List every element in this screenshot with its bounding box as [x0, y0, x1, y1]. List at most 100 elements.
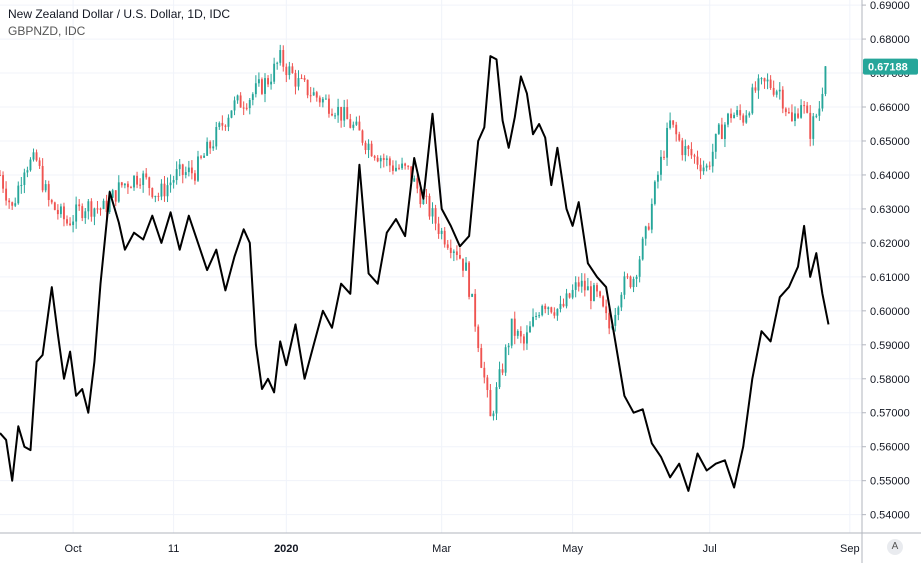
candle-body: [242, 107, 245, 109]
candle-body: [5, 188, 8, 201]
candle-body: [169, 182, 172, 186]
main-symbol-title[interactable]: New Zealand Dollar / U.S. Dollar, 1D, ID…: [8, 7, 231, 21]
candle-body: [708, 165, 711, 167]
last-price-label: 0.67188: [868, 62, 908, 74]
candle-body: [23, 172, 26, 185]
candle-body: [102, 200, 105, 209]
candle-body: [623, 276, 626, 295]
candle-body: [809, 112, 812, 139]
candle-body: [593, 285, 595, 301]
candle-body: [373, 156, 376, 158]
candle-body: [133, 175, 135, 188]
candle-body: [666, 127, 669, 158]
candle-body: [239, 95, 242, 108]
candle-body: [358, 121, 361, 131]
y-tick-label: 0.62000: [870, 238, 910, 250]
candle-body: [583, 280, 586, 291]
candle-body: [702, 167, 705, 172]
candle-body: [605, 306, 608, 314]
candle-body: [93, 208, 96, 217]
candle-body: [806, 105, 809, 113]
x-tick-label: Oct: [65, 543, 82, 555]
candle-body: [200, 156, 202, 158]
candle-body: [29, 159, 32, 171]
candle-body: [230, 110, 233, 118]
y-tick-label: 0.58000: [870, 374, 910, 386]
candle-body: [684, 146, 687, 156]
candle-body: [105, 200, 108, 212]
candle-body: [556, 308, 559, 316]
last-price-tag: 0.67188: [863, 58, 918, 75]
candle-body: [617, 307, 620, 315]
candle-body: [382, 158, 385, 160]
candle-body: [59, 206, 62, 215]
candle-body: [206, 141, 209, 156]
candle-body: [90, 201, 93, 217]
candle-body: [346, 107, 349, 120]
candle-body: [577, 282, 580, 287]
candle-body: [318, 97, 321, 103]
candle-body: [513, 318, 516, 336]
last-price-box: [863, 58, 918, 75]
x-tick-label: Jul: [703, 543, 717, 555]
candle-body: [742, 115, 745, 123]
candle-body: [635, 276, 638, 279]
candle-body: [410, 166, 413, 182]
candle-body: [160, 183, 163, 197]
candle-body: [760, 78, 763, 80]
candle-body: [638, 259, 641, 277]
candle-body: [425, 195, 428, 197]
candle-body: [769, 79, 772, 88]
candle-body: [72, 221, 75, 226]
candle-body: [739, 110, 742, 116]
candle-body: [705, 165, 708, 168]
candle-body: [468, 262, 471, 297]
candle-body: [620, 294, 623, 308]
candle-body: [148, 177, 151, 189]
candle-body: [324, 98, 327, 100]
candle-body: [184, 172, 187, 176]
candle-body: [193, 173, 196, 181]
candle-body: [367, 143, 370, 151]
candle-body: [190, 167, 193, 174]
candle-body: [608, 313, 611, 329]
candle-body: [717, 124, 720, 134]
autoscale-button[interactable]: A: [887, 539, 903, 555]
candle-body: [696, 156, 699, 165]
candle-body: [538, 315, 541, 317]
candle-body: [431, 208, 434, 217]
candle-body: [675, 124, 678, 135]
overlay-symbol-title[interactable]: GBPNZD, IDC: [8, 24, 86, 38]
candle-body: [385, 158, 388, 160]
candle-body: [26, 170, 29, 173]
y-tick-label: 0.61000: [870, 272, 910, 284]
candle-body: [17, 185, 20, 204]
candle-body: [507, 345, 510, 348]
candle-body: [723, 124, 726, 139]
candle-body: [175, 169, 178, 181]
candle-body: [413, 178, 416, 182]
candle-body: [130, 187, 132, 189]
gbpnzd-line: [0, 55, 830, 492]
candle-body: [44, 184, 47, 191]
candle-body: [650, 203, 653, 230]
candle-body: [784, 108, 787, 113]
candle-body: [519, 331, 522, 337]
candle-body: [99, 208, 102, 210]
y-tick-label: 0.63000: [870, 204, 910, 216]
candle-body: [693, 155, 696, 157]
candle-body: [401, 163, 404, 169]
candle-body: [589, 286, 592, 301]
candle-body: [711, 151, 714, 167]
candle-body: [656, 174, 659, 182]
candle-body: [145, 173, 148, 178]
candle-body: [47, 184, 50, 201]
candle-body: [568, 293, 571, 298]
candle-body: [690, 148, 693, 156]
candle-body: [114, 190, 117, 202]
candle-body: [574, 282, 577, 290]
candle-body: [653, 181, 656, 204]
candle-body: [678, 134, 681, 141]
